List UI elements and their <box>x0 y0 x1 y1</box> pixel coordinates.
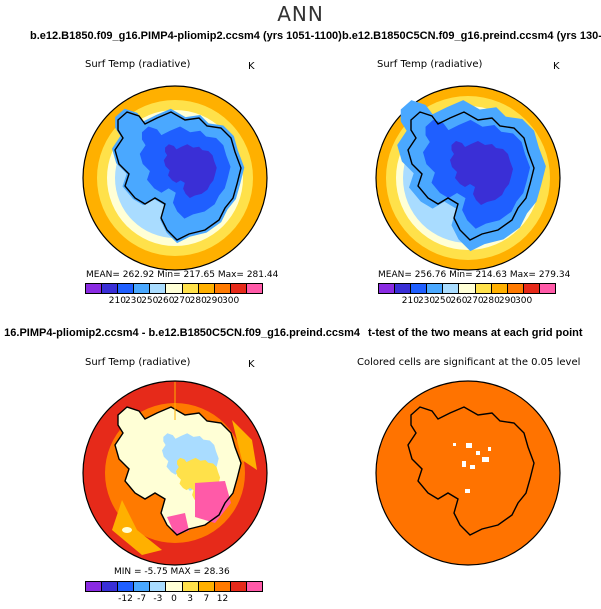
stats-tl: MEAN= 262.92 Min= 217.65 Max= 281.44 <box>86 270 279 280</box>
panel-variable-bl: Surf Temp (radiative) <box>85 357 191 368</box>
colorbar-tick-label: 7 <box>203 594 210 604</box>
colorbar-swatch <box>102 284 119 293</box>
colorbar-tick-label: 290 <box>205 296 224 306</box>
colorbar-swatch <box>166 582 183 591</box>
panel-variable-tl: Surf Temp (radiative) <box>85 59 191 70</box>
panel-case-title-bl: b.e12.B1850.f09_g16.PIMP4-pliomip2.ccsm4… <box>4 327 360 339</box>
panel-unit-tl: K <box>248 61 255 72</box>
colorbar-swatch <box>214 284 231 293</box>
colorbar-tick-label: 12 <box>216 594 229 604</box>
colorbar-ticks-bl: -12 -7 -3 0 3 7 12 <box>85 594 263 606</box>
colorbar-swatch <box>539 284 556 293</box>
colorbar-tick-label: 270 <box>173 296 191 306</box>
panel-variable-tr: Surf Temp (radiative) <box>377 59 483 70</box>
polar-map-bl <box>82 380 268 566</box>
colorbar-swatch <box>214 582 231 591</box>
colorbar-tick-label: -12 <box>118 594 133 604</box>
stats-bl: MIN = -5.75 MAX = 28.36 <box>114 567 230 577</box>
colorbar-tick-label: 3 <box>187 594 194 604</box>
colorbar-swatch <box>246 582 263 591</box>
colorbar-swatch <box>507 284 524 293</box>
colorbar-ticks-tr: 210 230 250 260 270 280 290 300 <box>378 296 556 308</box>
colorbar-tick-label: 230 <box>124 296 143 306</box>
panel-case-title-tl: b.e12.B1850.f09_g16.PIMP4-pliomip2.ccsm4… <box>30 30 342 42</box>
colorbar-tl <box>85 283 263 294</box>
polar-map-tr <box>375 85 561 271</box>
colorbar-swatch <box>459 284 476 293</box>
panel-unit-bl: K <box>248 359 255 370</box>
colorbar-swatch <box>134 582 151 591</box>
colorbar-swatch <box>395 284 412 293</box>
panel-case-title-br: t-test of the two means at each grid poi… <box>368 327 583 339</box>
colorbar-swatch <box>443 284 460 293</box>
panel-case-title-tr: b.e12.B1850C5CN.f09_g16.preind.ccsm4 (yr… <box>342 30 601 42</box>
colorbar-tick-label: -7 <box>137 594 147 604</box>
colorbar-swatch <box>491 284 508 293</box>
colorbar-swatch <box>411 284 428 293</box>
colorbar-swatch <box>246 284 263 293</box>
colorbar-tick-label: 210 <box>108 296 126 306</box>
colorbar-swatch <box>182 582 199 591</box>
colorbar-swatch <box>134 284 151 293</box>
stats-tr: MEAN= 256.76 Min= 214.63 Max= 279.34 <box>378 270 571 280</box>
colorbar-swatch <box>427 284 444 293</box>
polar-map-tl <box>82 85 268 271</box>
colorbar-tick-label: 290 <box>498 296 517 306</box>
colorbar-tick-label: 280 <box>189 296 207 306</box>
colorbar-tick-label: 230 <box>417 296 436 306</box>
panel-note-br: Colored cells are significant at the 0.0… <box>357 357 581 368</box>
panel-unit-tr: K <box>553 61 560 72</box>
colorbar-tick-label: 300 <box>515 296 533 306</box>
colorbar-swatch <box>150 582 167 591</box>
figure-title: ANN <box>277 2 324 26</box>
significance-map-br <box>375 380 561 566</box>
colorbar-swatch <box>118 284 135 293</box>
colorbar-tick-label: 270 <box>466 296 484 306</box>
colorbar-swatch <box>475 284 492 293</box>
colorbar-swatch <box>86 582 103 591</box>
colorbar-tr <box>378 283 556 294</box>
colorbar-swatch <box>230 284 247 293</box>
colorbar-tick-label: 0 <box>171 594 177 604</box>
colorbar-tick-label: 250 <box>141 296 159 306</box>
colorbar-tick-label: 260 <box>450 296 468 306</box>
colorbar-swatch <box>102 582 119 591</box>
colorbar-swatch <box>379 284 396 293</box>
colorbar-swatch <box>230 582 247 591</box>
colorbar-tick-label: 260 <box>157 296 175 306</box>
colorbar-swatch <box>523 284 540 293</box>
colorbar-swatch <box>118 582 135 591</box>
colorbar-swatch <box>166 284 183 293</box>
colorbar-tick-label: 300 <box>222 296 240 306</box>
colorbar-tick-label: -3 <box>153 594 163 604</box>
colorbar-tick-label: 250 <box>434 296 452 306</box>
colorbar-tick-label: 280 <box>482 296 500 306</box>
colorbar-ticks-tl: 210 230 250 260 270 280 290 300 <box>85 296 263 308</box>
colorbar-bl <box>85 581 263 592</box>
colorbar-swatch <box>86 284 103 293</box>
colorbar-swatch <box>150 284 167 293</box>
colorbar-tick-label: 210 <box>401 296 419 306</box>
colorbar-swatch <box>198 582 215 591</box>
colorbar-swatch <box>182 284 199 293</box>
colorbar-swatch <box>198 284 215 293</box>
